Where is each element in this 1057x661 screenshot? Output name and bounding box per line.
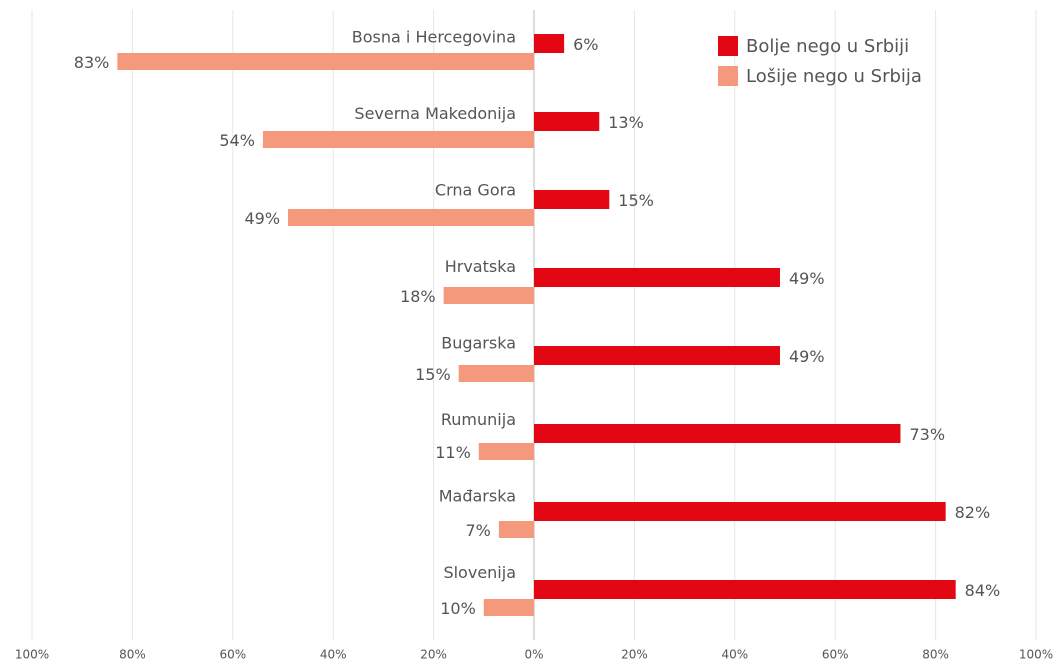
value-label: 49%	[244, 209, 280, 228]
x-tick-label: 20%	[420, 648, 447, 661]
x-tick-label: 80%	[119, 648, 146, 661]
bar	[458, 365, 534, 382]
bar	[117, 53, 534, 70]
category-label: Crna Gora	[435, 181, 516, 200]
bar	[534, 346, 780, 365]
category-label: Slovenija	[443, 563, 516, 582]
value-label: 54%	[219, 131, 255, 150]
bar	[534, 34, 565, 53]
bar	[534, 424, 901, 443]
x-tick-label: 40%	[320, 648, 347, 661]
x-tick-label: 60%	[219, 648, 246, 661]
value-label: 84%	[965, 581, 1001, 600]
value-label: 15%	[415, 365, 451, 384]
value-label: 18%	[400, 287, 436, 306]
bar	[483, 599, 534, 616]
value-label: 83%	[74, 53, 110, 72]
bar	[478, 443, 534, 460]
x-tick-label: 40%	[721, 648, 748, 661]
value-label: 82%	[955, 503, 991, 522]
x-tick-label: 20%	[621, 648, 648, 661]
value-label: 49%	[789, 269, 825, 288]
value-label: 11%	[435, 443, 471, 462]
category-label: Bosna i Hercegovina	[352, 28, 516, 47]
value-label: 10%	[440, 599, 476, 618]
bar	[534, 580, 956, 599]
value-label: 13%	[608, 113, 644, 132]
x-tick-label: 60%	[822, 648, 849, 661]
bar	[534, 502, 946, 521]
category-label: Mađarska	[439, 487, 516, 506]
x-tick-label: 100%	[1019, 648, 1053, 661]
value-label: 15%	[618, 191, 654, 210]
category-label: Rumunija	[441, 410, 516, 429]
value-label: 49%	[789, 347, 825, 366]
value-label: 6%	[573, 35, 598, 54]
bar	[534, 268, 780, 287]
category-label: Hrvatska	[445, 257, 516, 276]
category-label: Bugarska	[441, 334, 516, 353]
bar	[262, 131, 534, 148]
bar	[534, 112, 600, 131]
bar	[498, 521, 534, 538]
bar	[534, 190, 610, 209]
legend-label: Lošije nego u Srbija	[746, 66, 922, 87]
category-label: Severna Makedonija	[354, 104, 516, 123]
value-label: 73%	[909, 425, 945, 444]
value-label: 7%	[465, 521, 490, 540]
x-tick-label: 80%	[922, 648, 949, 661]
legend-swatch	[718, 36, 738, 56]
bar	[288, 209, 534, 226]
x-tick-label: 0%	[524, 648, 543, 661]
bar	[443, 287, 534, 304]
x-tick-label: 100%	[15, 648, 49, 661]
legend-label: Bolje nego u Srbiji	[746, 36, 909, 57]
legend-swatch	[718, 66, 738, 86]
